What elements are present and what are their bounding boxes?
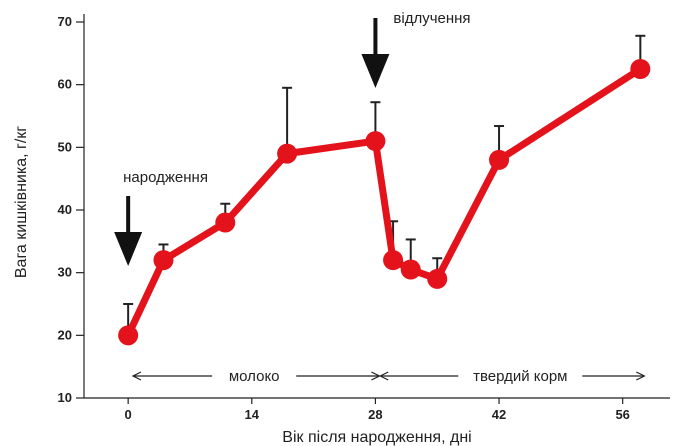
y-tick-label: 20	[58, 327, 72, 342]
data-point	[215, 212, 236, 233]
x-tick-label: 14	[245, 407, 260, 422]
annotations: народження відлучення молоко твердий корм	[114, 10, 646, 385]
series	[118, 59, 651, 346]
period-label: твердий корм	[473, 368, 567, 385]
annotation-label: народження	[123, 169, 208, 186]
annotation-arrow-head	[114, 232, 143, 266]
annotation-arrow-shaft	[373, 18, 378, 58]
y-axis-title: Вага кишківника, г/кг	[13, 126, 30, 278]
annotation-arrow-head	[361, 54, 390, 88]
y-tick-label: 70	[58, 14, 72, 29]
annotation-arrow-shaft	[126, 196, 131, 236]
axes	[83, 14, 670, 399]
x-axis-title: Вік після народження, дні	[282, 429, 471, 446]
ticks: 10 20 30 40 50 60 70 0 14 28 42 56	[58, 14, 630, 422]
data-point	[489, 149, 510, 170]
data-point	[400, 259, 421, 280]
y-tick-label: 60	[58, 77, 72, 92]
period-arrow-head	[636, 371, 646, 381]
period-arrow-head	[131, 371, 142, 381]
y-tick-label: 50	[58, 139, 72, 154]
data-point	[427, 268, 448, 289]
data-point	[118, 325, 139, 346]
x-tick-label: 28	[368, 407, 382, 422]
period-arrow-head	[378, 371, 389, 381]
x-tick-label: 42	[492, 407, 506, 422]
annotation-label: відлучення	[393, 10, 470, 27]
y-tick-label: 40	[58, 202, 72, 217]
data-point	[365, 131, 386, 152]
x-tick-label: 0	[125, 407, 132, 422]
y-tick-label: 30	[58, 265, 72, 280]
data-point	[383, 250, 404, 271]
x-tick-label: 56	[615, 407, 629, 422]
y-tick-label: 10	[58, 390, 72, 405]
data-point	[630, 59, 651, 79]
data-point	[277, 143, 298, 164]
period-label: молоко	[229, 368, 280, 385]
data-point	[153, 250, 174, 271]
series-line	[124, 65, 644, 339]
